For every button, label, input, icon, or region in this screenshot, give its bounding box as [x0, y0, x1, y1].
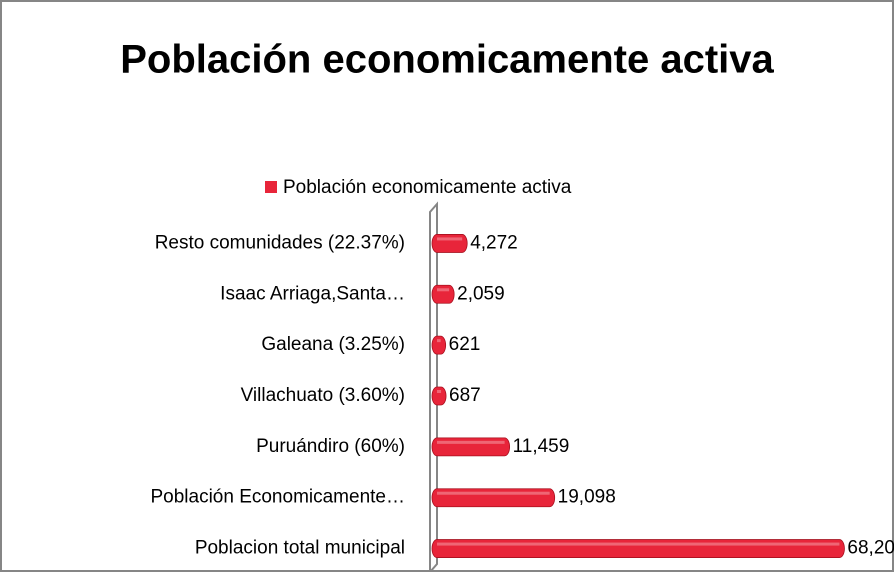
bar: [431, 539, 845, 558]
bar-body: [431, 539, 845, 558]
bar: [431, 284, 455, 304]
value-label: 2,059: [457, 283, 505, 304]
y-tick-label: Galeana (3.25%): [261, 334, 405, 355]
y-tick-label: Resto comunidades (22.37%): [155, 232, 405, 253]
bar-highlight: [437, 288, 450, 292]
y-tick-label: Isaac Arriaga,Santa…: [220, 283, 405, 304]
value-label: 11,459: [513, 436, 570, 457]
bar-highlight: [437, 390, 442, 393]
bar-body: [431, 437, 511, 457]
bar-body: [431, 386, 447, 406]
y-tick-label: Villachuato (3.60%): [241, 385, 405, 406]
bar-highlight: [437, 339, 441, 343]
bar: [431, 335, 447, 355]
value-label: 621: [449, 334, 481, 355]
value-label: 68,209: [847, 538, 894, 559]
bar: [431, 234, 468, 253]
legend-swatch: [265, 181, 277, 193]
bar-highlight: [437, 491, 550, 495]
bar: [431, 386, 447, 406]
value-label: 19,098: [558, 487, 616, 508]
chart-title: Población economicamente activa: [120, 38, 774, 82]
y-tick-label: Población Economicamente…: [150, 487, 405, 508]
y-tick-label: Poblacion total municipal: [195, 538, 405, 559]
bar-body: [431, 335, 447, 355]
bar: [431, 488, 556, 508]
value-label: 687: [449, 385, 481, 406]
bar-body: [431, 234, 468, 253]
y-tick-label: Puruándiro (60%): [256, 436, 405, 457]
bar-highlight: [437, 542, 840, 546]
bar-body: [431, 284, 455, 304]
bar-body: [431, 488, 556, 508]
bar: [431, 437, 511, 457]
bar-highlight: [437, 440, 505, 444]
value-label: 4,272: [470, 232, 518, 253]
legend-label: Población economicamente activa: [283, 177, 572, 198]
bar-highlight: [437, 237, 463, 241]
